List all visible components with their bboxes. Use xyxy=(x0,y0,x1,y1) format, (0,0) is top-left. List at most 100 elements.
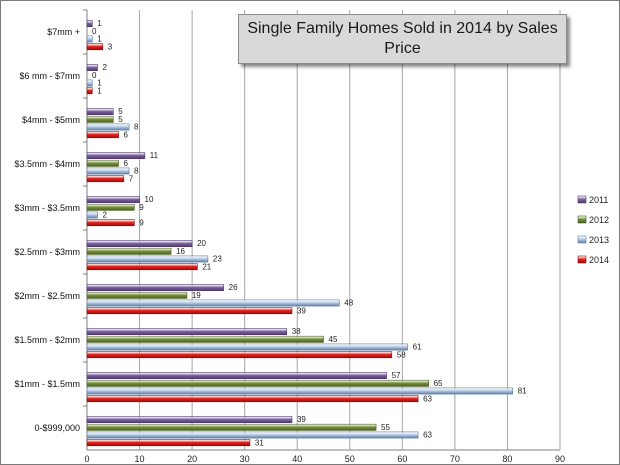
x-tick-label: 50 xyxy=(345,454,355,464)
legend-label: 2011 xyxy=(589,195,608,205)
legend-label: 2013 xyxy=(589,235,609,245)
data-label: 23 xyxy=(213,255,222,264)
bar-2014 xyxy=(86,219,135,227)
data-label: 58 xyxy=(397,350,406,359)
data-label: 5 xyxy=(118,115,123,124)
bar-2014 xyxy=(86,263,198,271)
data-label: 26 xyxy=(229,283,238,292)
legend-label: 2014 xyxy=(589,255,609,265)
bar-2012 xyxy=(86,423,377,431)
legend-swatch-2013 xyxy=(577,235,587,244)
bar-2012 xyxy=(86,159,119,167)
data-label: 38 xyxy=(292,327,301,336)
data-label: 1 xyxy=(97,79,102,88)
data-label: 0 xyxy=(92,27,97,36)
data-label: 8 xyxy=(134,167,139,176)
x-tick-label: 20 xyxy=(187,454,197,464)
legend-label: 2012 xyxy=(589,215,609,225)
x-axis-ticks: 0 10 20 30 40 50 60 70 80 90 xyxy=(84,454,565,464)
bar-2011 xyxy=(86,152,146,159)
data-label: 55 xyxy=(381,423,390,432)
data-label: 7 xyxy=(129,174,134,183)
bar-2012 xyxy=(86,291,188,299)
category-label: $3.5mm - $4mm xyxy=(14,159,80,169)
data-label: 1 xyxy=(97,35,102,44)
bar-2013 xyxy=(86,255,209,263)
data-label: 5 xyxy=(118,107,123,116)
category-labels: 0-$999,000 $1mm - $1.5mm $1.5mm - $2mm $2mm… xyxy=(14,27,80,433)
bar-2014 xyxy=(86,395,419,403)
data-label: 65 xyxy=(434,379,443,388)
x-tick-label: 80 xyxy=(502,454,512,464)
bar-2013 xyxy=(86,299,340,307)
data-label: 63 xyxy=(423,431,432,440)
category-label: $2.5mm - $3mm xyxy=(14,247,80,257)
bar-2011 xyxy=(86,328,288,335)
bar-2011 xyxy=(86,284,224,291)
legend-swatch-2014 xyxy=(577,255,587,264)
category-label: $1mm - $1.5mm xyxy=(14,379,80,389)
data-label: 19 xyxy=(192,291,201,300)
x-tick-label: 30 xyxy=(240,454,250,464)
category-label: $6 mm - $7mm xyxy=(19,71,80,81)
bar-2013 xyxy=(86,431,419,439)
x-tick-label: 90 xyxy=(555,454,565,464)
data-label: 48 xyxy=(344,299,353,308)
bar-2014 xyxy=(86,351,393,359)
bar-2013 xyxy=(86,387,514,395)
data-label: 10 xyxy=(145,195,154,204)
legend-swatch-2012 xyxy=(577,215,587,224)
legend: 2011 2012 2013 2014 xyxy=(577,195,609,265)
category-label: $1.5mm - $2mm xyxy=(14,335,80,345)
bar-2011 xyxy=(86,108,114,115)
x-tick-label: 10 xyxy=(135,454,145,464)
data-label: 61 xyxy=(413,343,422,352)
x-tick-label: 60 xyxy=(397,454,407,464)
category-label: $4mm - $5mm xyxy=(22,115,80,125)
bar-2014 xyxy=(86,87,93,95)
data-label: 9 xyxy=(139,218,144,227)
bar-2013 xyxy=(86,211,98,219)
bar-2014 xyxy=(86,131,119,139)
bar-2012 xyxy=(86,335,324,343)
bar-2012 xyxy=(86,247,172,255)
category-label: $7mm + xyxy=(47,27,80,37)
bar-2011 xyxy=(86,64,98,71)
bar-2014 xyxy=(86,439,251,447)
bar-2011 xyxy=(86,196,140,203)
data-label: 1 xyxy=(97,86,102,95)
data-label: 6 xyxy=(124,159,129,168)
bar-2011 xyxy=(86,416,293,423)
data-label: 57 xyxy=(392,371,401,380)
data-label: 45 xyxy=(329,335,338,344)
bar-2011 xyxy=(86,20,93,27)
bar-2012 xyxy=(86,379,429,387)
x-tick-label: 40 xyxy=(292,454,302,464)
bar-2013 xyxy=(86,123,130,131)
bar-2013 xyxy=(86,167,130,175)
x-tick-label: 0 xyxy=(84,454,89,464)
data-label: 39 xyxy=(297,415,306,424)
data-labels: 3955633157658163384561582619483920162321… xyxy=(92,19,527,447)
data-label: 6 xyxy=(124,130,129,139)
bar-2014 xyxy=(86,43,104,51)
x-tick-label: 70 xyxy=(450,454,460,464)
bar-2014 xyxy=(86,175,125,183)
bar-2013 xyxy=(86,79,93,87)
data-label: 0 xyxy=(92,71,97,80)
data-label: 39 xyxy=(297,306,306,315)
data-label: 11 xyxy=(150,151,159,160)
data-label: 9 xyxy=(139,203,144,212)
data-label: 63 xyxy=(423,394,432,403)
category-label: $2mm - $2.5mm xyxy=(14,291,80,301)
bar-2012 xyxy=(86,115,114,123)
data-label: 21 xyxy=(202,262,211,271)
bars xyxy=(86,20,514,447)
data-label: 31 xyxy=(255,438,264,447)
bar-2014 xyxy=(86,307,293,315)
bar-2013 xyxy=(86,35,93,43)
bar-2011 xyxy=(86,372,387,379)
data-label: 2 xyxy=(103,211,108,220)
